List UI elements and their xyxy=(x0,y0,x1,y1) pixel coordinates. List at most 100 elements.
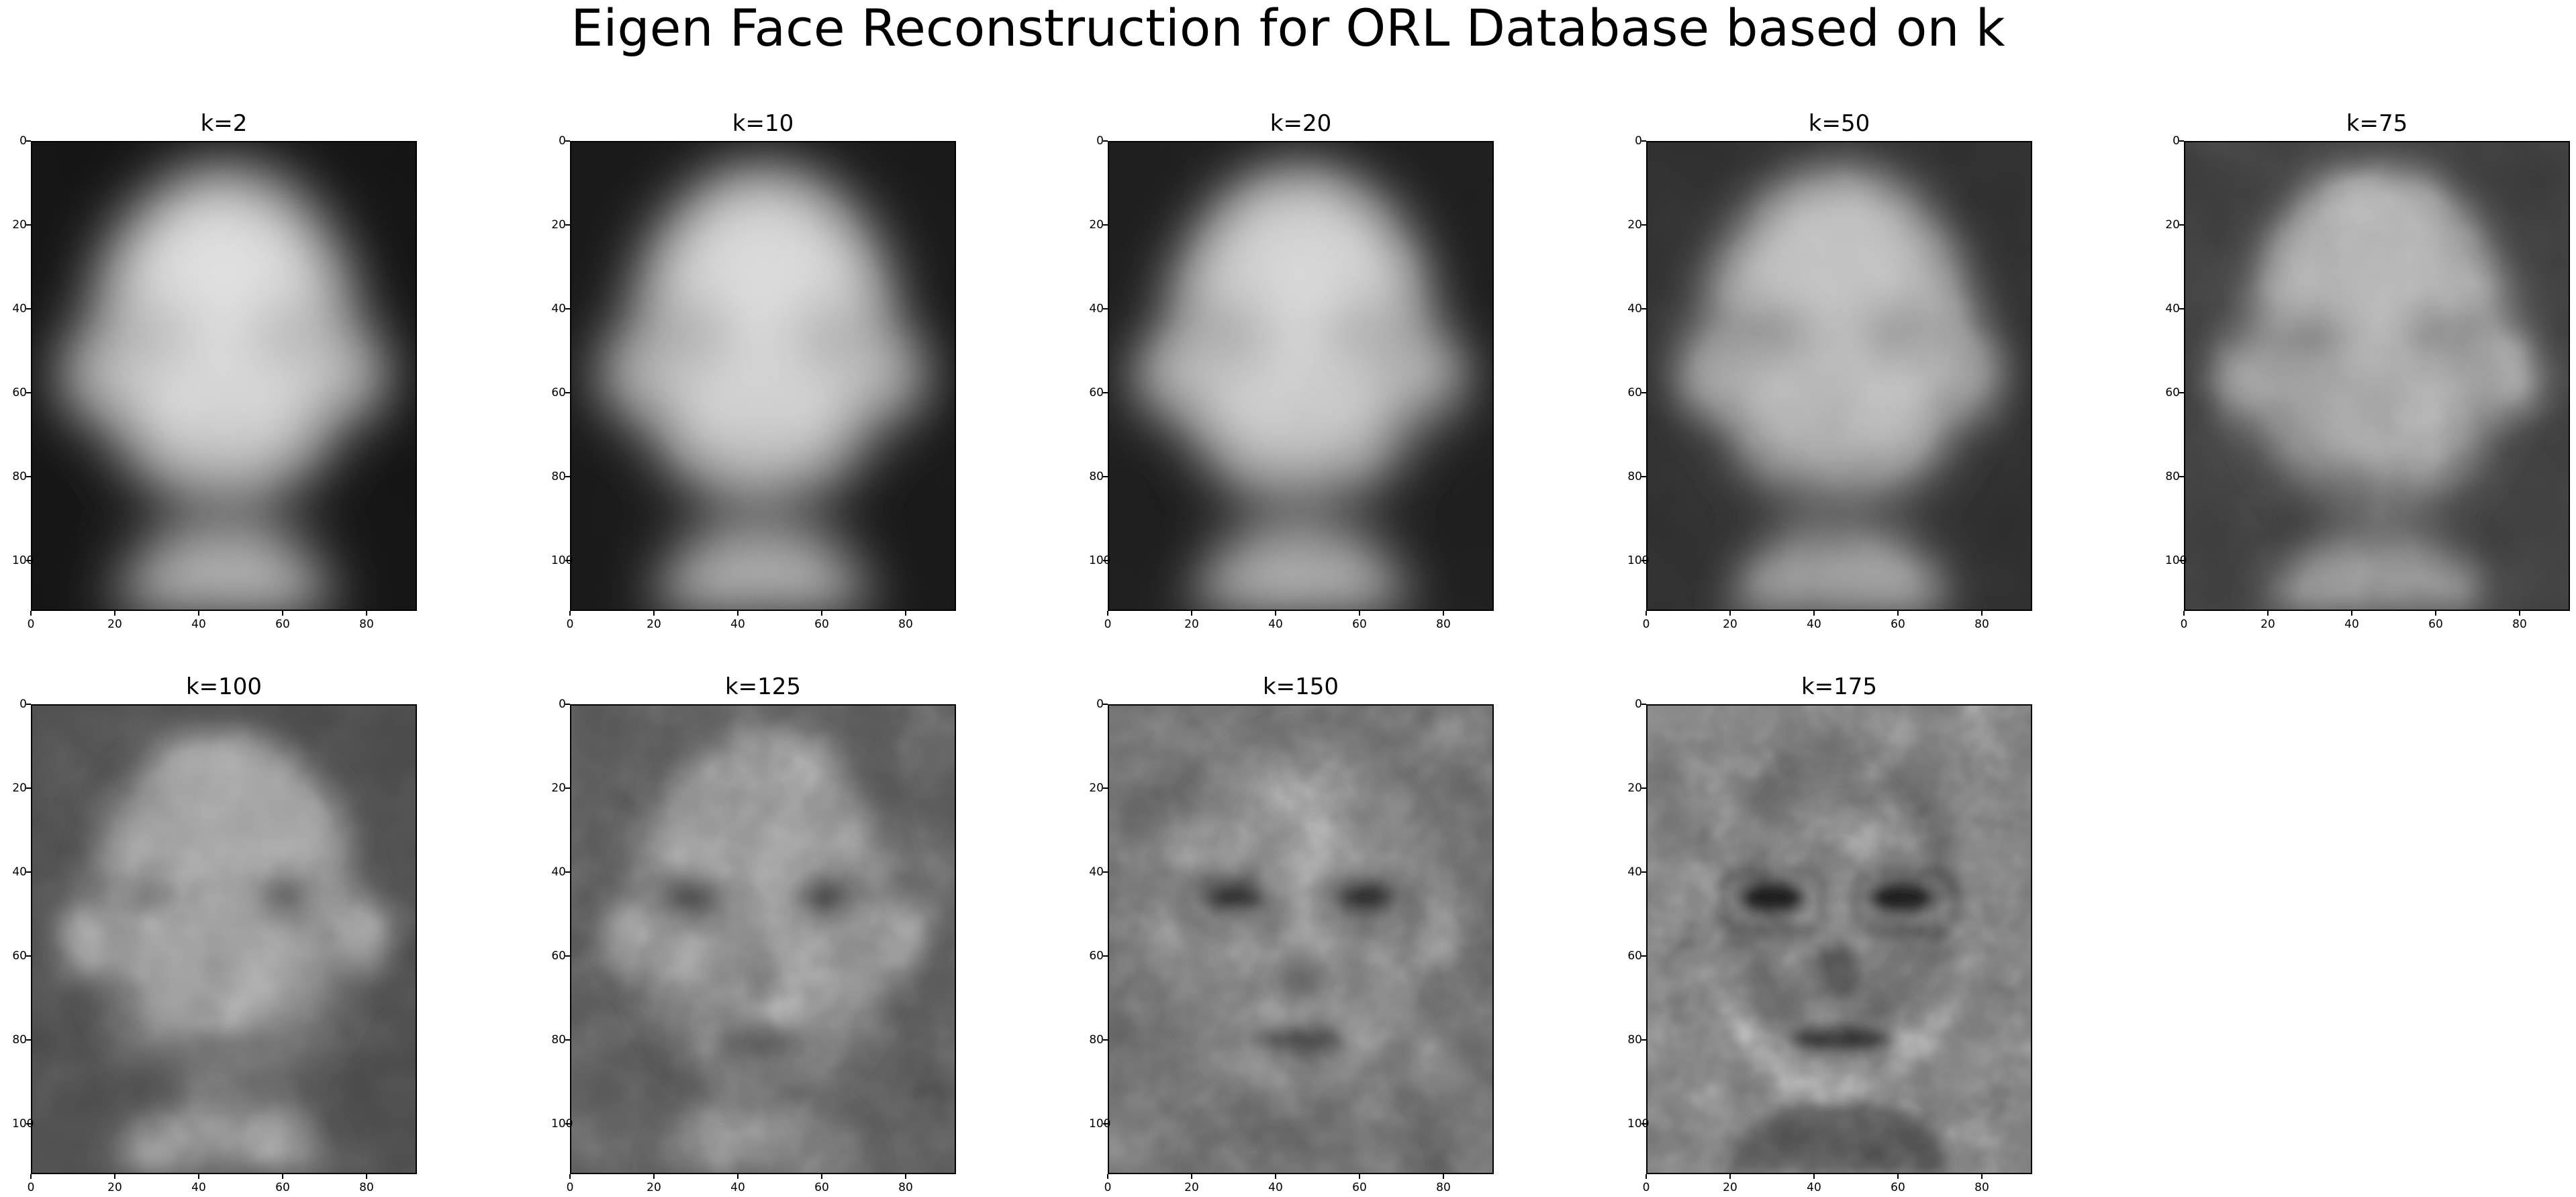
x-tick-label: 40 xyxy=(191,618,206,631)
x-tick-mark xyxy=(653,611,655,616)
x-tick-mark xyxy=(114,611,115,616)
y-tick-mark xyxy=(1641,1123,1646,1124)
x-tick-label: 80 xyxy=(1974,618,1989,631)
x-tick-mark xyxy=(1813,1174,1815,1179)
y-tick-mark xyxy=(565,1123,570,1124)
y-tick-label: 100 xyxy=(1627,554,1650,567)
x-tick-mark xyxy=(366,1174,367,1179)
y-tick-mark xyxy=(1641,871,1646,873)
x-tick-label: 0 xyxy=(1642,1181,1650,1194)
x-tick-label: 60 xyxy=(1891,618,1905,631)
x-tick-label: 0 xyxy=(2180,618,2188,631)
x-tick-label: 20 xyxy=(1723,618,1737,631)
y-tick-mark xyxy=(1641,308,1646,309)
x-tick-label: 20 xyxy=(1184,1181,1199,1194)
x-tick-label: 80 xyxy=(1974,1181,1989,1194)
face-image xyxy=(1108,141,1494,611)
x-tick-label: 40 xyxy=(191,1181,206,1194)
x-tick-label: 80 xyxy=(1436,1181,1451,1194)
y-tick-mark xyxy=(1103,1123,1108,1124)
y-tick-mark xyxy=(26,308,31,309)
x-tick-label: 0 xyxy=(27,618,35,631)
y-tick-mark xyxy=(565,224,570,226)
x-tick-mark xyxy=(653,1174,655,1179)
y-tick-label: 20 xyxy=(12,781,27,795)
x-tick-mark xyxy=(569,1174,571,1179)
reconstructed-face xyxy=(32,142,416,610)
x-tick-label: 40 xyxy=(1807,618,1821,631)
y-tick-label: 100 xyxy=(1089,554,1111,567)
y-tick-label: 40 xyxy=(2165,302,2180,316)
x-tick-mark xyxy=(1443,1174,1444,1179)
y-tick-label: 0 xyxy=(1096,698,1104,711)
reconstructed-face xyxy=(32,706,416,1173)
x-tick-label: 20 xyxy=(1723,1181,1737,1194)
y-tick-label: 60 xyxy=(12,386,27,399)
y-tick-label: 100 xyxy=(12,1117,34,1131)
y-tick-label: 0 xyxy=(1635,698,1642,711)
y-tick-label: 60 xyxy=(1089,386,1104,399)
x-tick-mark xyxy=(1729,611,1731,616)
x-tick-label: 40 xyxy=(2344,618,2359,631)
x-tick-mark xyxy=(366,611,367,616)
reconstructed-face xyxy=(1109,142,1492,610)
y-tick-label: 40 xyxy=(551,865,566,879)
y-tick-mark xyxy=(2179,224,2184,226)
y-tick-label: 40 xyxy=(12,865,27,879)
y-tick-label: 0 xyxy=(559,698,566,711)
y-tick-mark xyxy=(1641,140,1646,142)
x-tick-label: 80 xyxy=(2512,618,2527,631)
y-tick-label: 0 xyxy=(19,698,27,711)
y-tick-mark xyxy=(565,704,570,705)
x-tick-mark xyxy=(737,1174,738,1179)
x-tick-label: 80 xyxy=(359,618,374,631)
y-tick-mark xyxy=(1103,787,1108,789)
x-tick-mark xyxy=(1729,1174,1731,1179)
x-tick-mark xyxy=(905,1174,906,1179)
y-tick-mark xyxy=(565,476,570,477)
y-tick-mark xyxy=(26,704,31,705)
face-image xyxy=(1108,704,1494,1174)
y-tick-mark xyxy=(26,392,31,393)
x-tick-mark xyxy=(1275,1174,1276,1179)
x-tick-label: 80 xyxy=(1436,618,1451,631)
face-image xyxy=(31,704,417,1174)
x-tick-mark xyxy=(198,611,199,616)
face-image xyxy=(570,704,956,1174)
reconstructed-face xyxy=(571,142,955,610)
y-tick-label: 100 xyxy=(12,554,34,567)
x-tick-label: 20 xyxy=(2260,618,2275,631)
x-tick-mark xyxy=(1981,611,1983,616)
x-tick-label: 60 xyxy=(275,1181,290,1194)
x-tick-label: 0 xyxy=(566,1181,574,1194)
x-tick-label: 20 xyxy=(647,1181,661,1194)
y-tick-mark xyxy=(26,1123,31,1124)
subplot-title: k=50 xyxy=(1808,110,1870,137)
y-tick-label: 100 xyxy=(551,554,573,567)
x-tick-label: 60 xyxy=(1352,618,1367,631)
x-tick-mark xyxy=(1813,611,1815,616)
x-tick-label: 40 xyxy=(730,618,745,631)
y-tick-mark xyxy=(565,140,570,142)
y-tick-label: 80 xyxy=(1627,470,1642,483)
y-tick-label: 100 xyxy=(1627,1117,1650,1131)
x-tick-mark xyxy=(282,1174,283,1179)
face-image xyxy=(1646,141,2032,611)
x-tick-label: 60 xyxy=(1352,1181,1367,1194)
x-tick-label: 60 xyxy=(814,618,829,631)
y-tick-mark xyxy=(26,955,31,957)
reconstructed-face xyxy=(1109,706,1492,1173)
reconstructed-face xyxy=(1648,706,2031,1173)
y-tick-label: 40 xyxy=(551,302,566,316)
x-tick-label: 40 xyxy=(730,1181,745,1194)
y-tick-mark xyxy=(565,1039,570,1041)
y-tick-label: 20 xyxy=(12,218,27,232)
x-tick-mark xyxy=(30,1174,32,1179)
x-tick-mark xyxy=(821,611,822,616)
y-tick-label: 60 xyxy=(2165,386,2180,399)
x-tick-label: 20 xyxy=(107,1181,122,1194)
y-tick-mark xyxy=(1103,308,1108,309)
x-tick-mark xyxy=(2435,611,2436,616)
y-tick-label: 20 xyxy=(551,781,566,795)
subplot-title: k=2 xyxy=(200,110,248,137)
